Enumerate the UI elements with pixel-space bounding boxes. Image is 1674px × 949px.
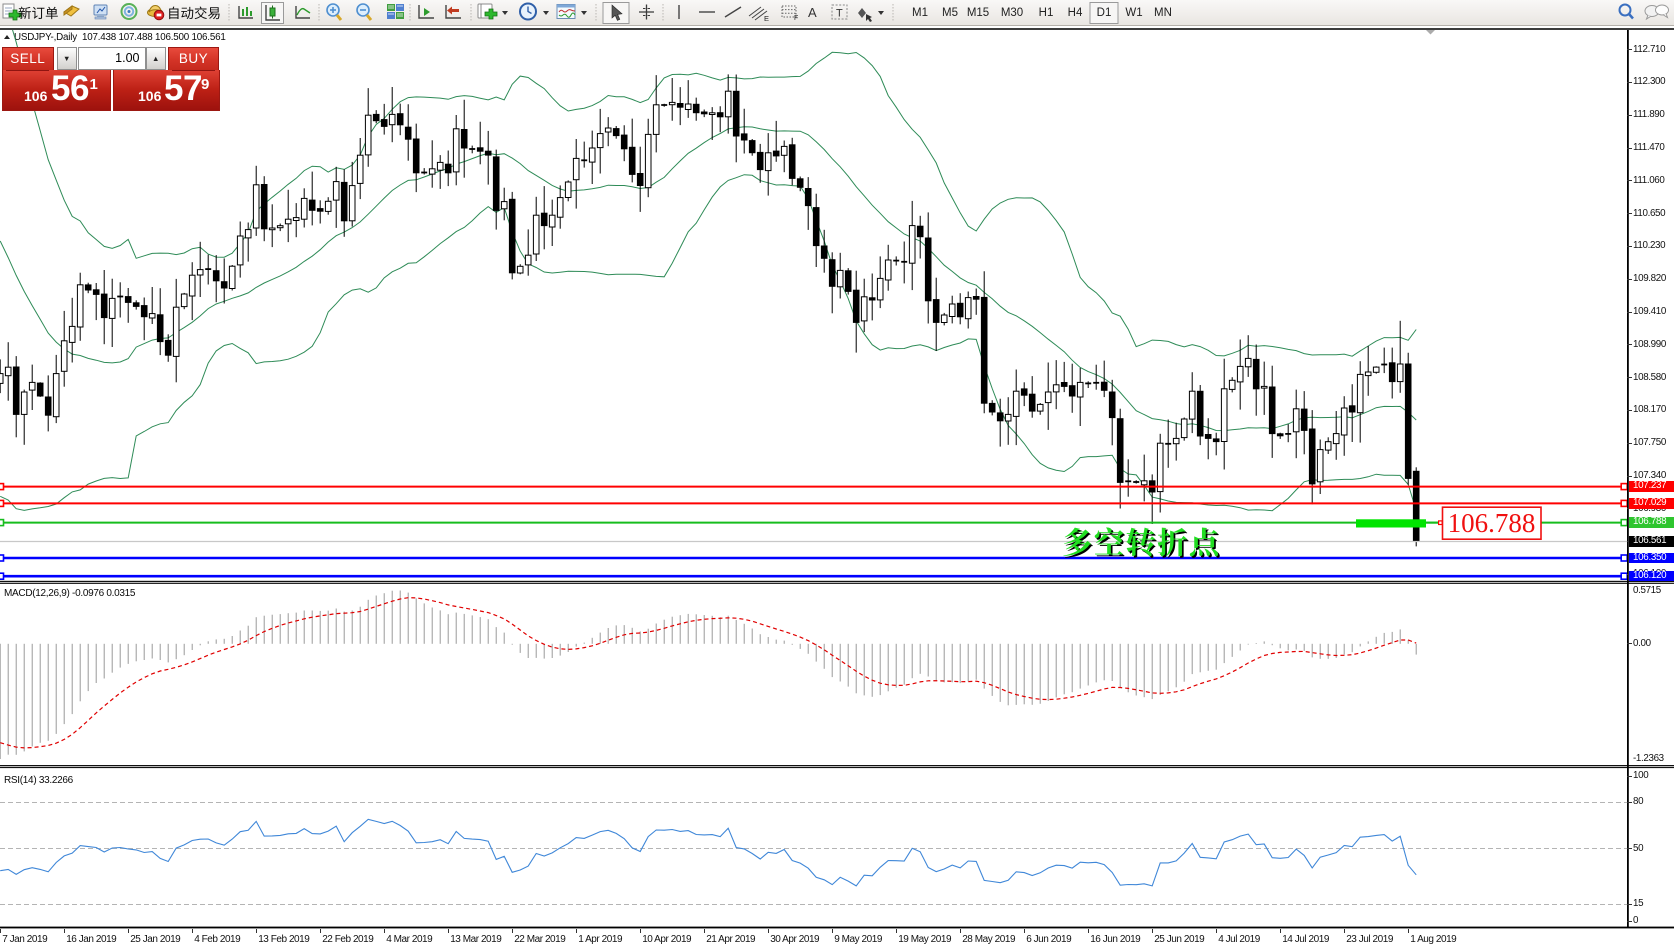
- svg-text:M1: M1: [912, 7, 928, 19]
- svg-text:W1: W1: [1125, 7, 1142, 19]
- svg-text:F: F: [794, 15, 798, 22]
- svg-text:E: E: [764, 14, 769, 23]
- svg-text:H1: H1: [1039, 7, 1054, 19]
- svg-text:M5: M5: [942, 7, 958, 19]
- svg-text:T: T: [836, 8, 843, 20]
- svg-text:H4: H4: [1068, 7, 1083, 19]
- svg-text:A: A: [808, 5, 817, 20]
- svg-text:D1: D1: [1097, 7, 1112, 19]
- svg-text:MN: MN: [1154, 7, 1172, 19]
- svg-text:M30: M30: [1001, 7, 1023, 19]
- svg-text:M15: M15: [967, 7, 989, 19]
